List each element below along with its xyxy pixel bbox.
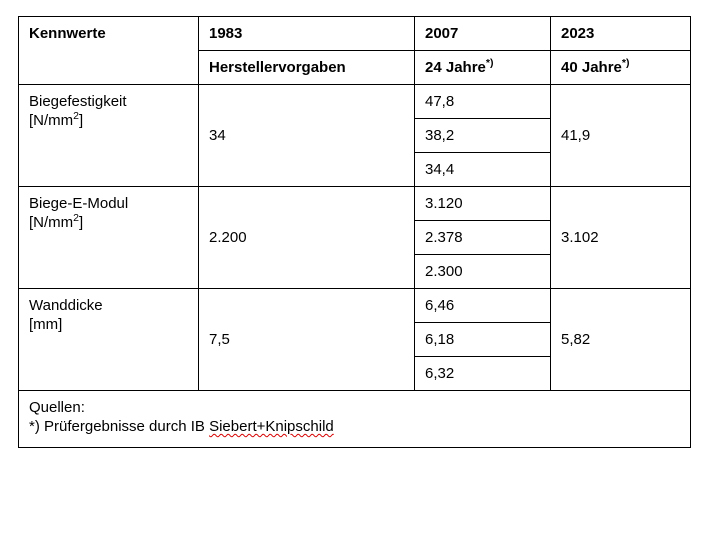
param-name: Biege-E-Modul [N/mm2] [19, 187, 199, 289]
footer-line2-err: Siebert+Knipschild [209, 418, 334, 435]
param-name: Wanddicke [mm] [19, 289, 199, 391]
cell-2007: 2.300 [415, 255, 551, 289]
data-table: Kennwerte 1983 2007 2023 Herstellervorga… [18, 16, 691, 448]
footer-cell: Quellen: *) Prüfergebnisse durch IB Sieb… [19, 391, 691, 448]
header-kennwerte-text: Kennwerte [29, 25, 106, 42]
table-footer-row: Quellen: *) Prüfergebnisse durch IB Sieb… [19, 391, 691, 448]
param-unit-pre: [mm] [29, 316, 62, 333]
cell-2007: 2.378 [415, 221, 551, 255]
cell-2023: 41,9 [551, 85, 691, 187]
cell-2023: 5,82 [551, 289, 691, 391]
param-name-line1: Biegefestigkeit [29, 93, 127, 110]
header-sub-1983: Herstellervorgaben [199, 51, 415, 85]
table-row: Biege-E-Modul [N/mm2] 2.200 3.120 3.102 [19, 187, 691, 221]
param-unit-post: ] [79, 214, 83, 231]
table-row: Wanddicke [mm] 7,5 6,46 5,82 [19, 289, 691, 323]
header-2007: 2007 [415, 17, 551, 51]
cell-2007: 6,46 [415, 289, 551, 323]
header-sub-2023-text: 40 Jahre [561, 59, 622, 76]
cell-2007: 3.120 [415, 187, 551, 221]
cell-2007: 47,8 [415, 85, 551, 119]
param-name: Biegefestigkeit [N/mm2] [19, 85, 199, 187]
cell-1983: 34 [199, 85, 415, 187]
header-2023: 2023 [551, 17, 691, 51]
cell-2007: 6,18 [415, 323, 551, 357]
param-unit-pre: [N/mm [29, 112, 73, 129]
param-name-line1: Biege-E-Modul [29, 195, 128, 212]
header-1983: 1983 [199, 17, 415, 51]
param-name-line1: Wanddicke [29, 297, 103, 314]
header-sub-2007-sup: *) [486, 57, 494, 69]
cell-1983: 2.200 [199, 187, 415, 289]
param-unit-pre: [N/mm [29, 214, 73, 231]
header-sub-2007: 24 Jahre*) [415, 51, 551, 85]
header-sub-2023: 40 Jahre*) [551, 51, 691, 85]
header-sub-2023-sup: *) [622, 57, 630, 69]
header-kennwerte: Kennwerte [19, 17, 199, 85]
cell-2007: 38,2 [415, 119, 551, 153]
table-header-row-1: Kennwerte 1983 2007 2023 [19, 17, 691, 51]
cell-2007: 6,32 [415, 357, 551, 391]
cell-1983: 7,5 [199, 289, 415, 391]
table-row: Biegefestigkeit [N/mm2] 34 47,8 41,9 [19, 85, 691, 119]
cell-2007: 34,4 [415, 153, 551, 187]
cell-2023: 3.102 [551, 187, 691, 289]
header-sub-2007-text: 24 Jahre [425, 59, 486, 76]
footer-line2-pre: *) Prüfergebnisse durch IB [29, 418, 209, 435]
footer-line1: Quellen: [29, 399, 85, 416]
param-unit-post: ] [79, 112, 83, 129]
